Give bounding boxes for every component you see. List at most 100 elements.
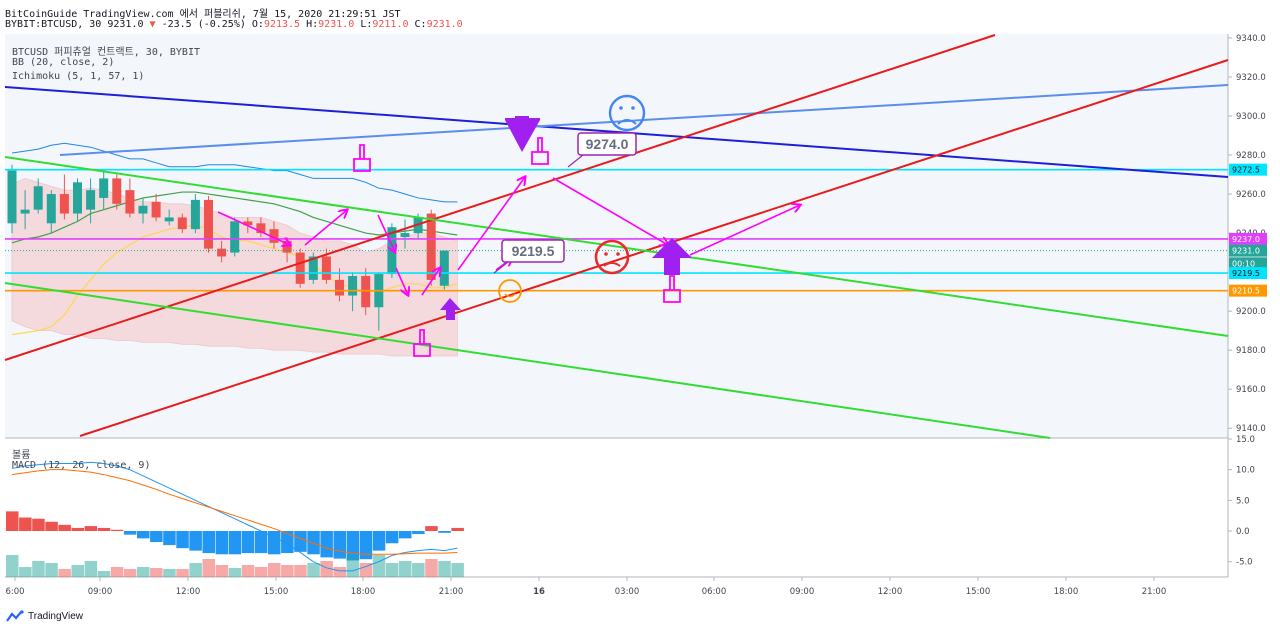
price-label-box — [1229, 232, 1267, 245]
volume-bar — [176, 569, 189, 577]
macd-histogram-bar — [241, 531, 255, 554]
drawing-arrow — [457, 177, 525, 271]
high-value: 9231.0 — [318, 19, 355, 30]
volume-bar — [163, 569, 176, 577]
volume-bar — [399, 561, 412, 577]
small-up-arrow-icon — [440, 298, 461, 320]
drawing-arrow — [217, 211, 290, 245]
macd-histogram-bar — [32, 518, 45, 531]
price-tick-label: 9160.0 — [1236, 385, 1266, 395]
candle — [46, 194, 56, 224]
volume-bar — [202, 559, 215, 577]
volume-bar — [189, 563, 202, 577]
volume-bar — [110, 567, 124, 577]
volume-bar — [215, 565, 229, 577]
legend-bb: BB (20, close, 2) — [12, 57, 115, 68]
down-arrow-stem — [515, 116, 529, 130]
trend-green-upper-line — [4, 156, 1229, 337]
candle — [308, 256, 318, 280]
high-label: H: — [306, 19, 319, 30]
macd-tick-label: 0.0 — [1236, 527, 1250, 537]
macd-histogram-bar — [254, 531, 268, 554]
macd-histogram-bar — [6, 511, 19, 531]
up-arrow-icon — [652, 238, 692, 275]
candle — [151, 201, 161, 218]
volume-bar — [333, 567, 346, 577]
close-value: 9231.0 — [426, 19, 463, 30]
candle — [7, 170, 17, 224]
volume-bar — [294, 565, 307, 577]
legend-macd: MACD (12, 26, close, 9) — [12, 460, 151, 471]
drawing-arrow — [552, 177, 668, 245]
legend-symbol: BTCUSD 퍼피츄얼 컨트랙트, 30, BYBIT — [12, 47, 200, 58]
price-tick-label: 9320.0 — [1236, 73, 1266, 83]
volume-bar — [123, 569, 137, 577]
drawing-arrow — [689, 205, 800, 256]
time-tick-label: 15:00 — [264, 587, 289, 597]
smile-face-icon — [498, 279, 522, 303]
bb-upper-line — [11, 142, 458, 203]
time-tick-label: 21:00 — [1142, 587, 1167, 597]
volume-bar — [438, 561, 451, 577]
candle — [177, 217, 187, 230]
macd-histogram-bar — [412, 531, 425, 535]
macd-histogram-bar — [425, 526, 438, 531]
candle — [138, 205, 148, 214]
tradingview-logo[interactable]: TradingView — [6, 610, 83, 622]
volume-bar — [19, 567, 32, 577]
macd-histogram-bar — [163, 531, 176, 546]
price-label: 9219.5 — [1232, 269, 1260, 278]
macd-histogram-bar — [372, 531, 386, 551]
price-label-box — [1229, 244, 1267, 257]
macd-histogram-bar — [268, 531, 281, 555]
price-label: 9272.5 — [1232, 166, 1260, 175]
macd-histogram-bar — [215, 531, 229, 555]
price-tick-label: 9180.0 — [1236, 346, 1266, 356]
macd-histogram-bar — [346, 531, 360, 561]
candle — [86, 190, 96, 210]
volume-bar — [412, 563, 425, 577]
candle — [190, 199, 200, 230]
volume-bar — [137, 567, 150, 577]
macd-histogram-bar — [45, 521, 58, 531]
pointing-hand-icon — [531, 137, 549, 165]
candle — [243, 221, 253, 226]
candle — [321, 256, 331, 280]
price-label-box — [1229, 284, 1267, 297]
time-tick-label: 09:00 — [790, 587, 815, 597]
candle — [295, 252, 305, 284]
drawing-arrow — [421, 268, 440, 296]
time-tick-label: 18:00 — [1054, 587, 1079, 597]
tradingview-icon — [6, 610, 24, 622]
candle — [73, 182, 82, 214]
legend-volume: 볼륨 — [12, 450, 31, 461]
annotation-9274-box — [577, 132, 637, 156]
ohlc-readout: BYBIT:BTCUSD, 30 9231.0 ▼ -23.5 (-0.25%)… — [5, 19, 463, 30]
macd-histogram-bar — [123, 531, 137, 535]
macd-histogram-bar — [189, 531, 202, 551]
drawing-arrow — [395, 267, 408, 295]
candle — [269, 229, 279, 243]
price-tick-label: 9140.0 — [1236, 424, 1266, 434]
price-tick-label: 9300.0 — [1236, 112, 1266, 122]
candle — [335, 279, 344, 296]
candle — [230, 221, 240, 253]
price-label: 9210.5 — [1232, 287, 1260, 296]
volume-bar — [150, 568, 163, 577]
volume-bar — [359, 563, 373, 577]
price-change: -23.5 (-0.25%) — [161, 19, 246, 30]
candle — [59, 194, 69, 214]
price-tick-label: 9200.0 — [1236, 307, 1266, 317]
time-tick-label: 03:00 — [615, 587, 640, 597]
sad-face-eye — [631, 106, 635, 110]
volume-bar — [228, 568, 242, 577]
volume-bar — [45, 563, 58, 577]
macd-histogram-bar — [281, 531, 294, 554]
macd-histogram-bar — [110, 529, 124, 531]
volume-bar — [6, 555, 19, 577]
last-price: 9231.0 — [107, 19, 144, 30]
candle — [164, 217, 174, 222]
price-label: 00:10 — [1232, 259, 1255, 268]
angry-face-eye — [616, 252, 620, 256]
